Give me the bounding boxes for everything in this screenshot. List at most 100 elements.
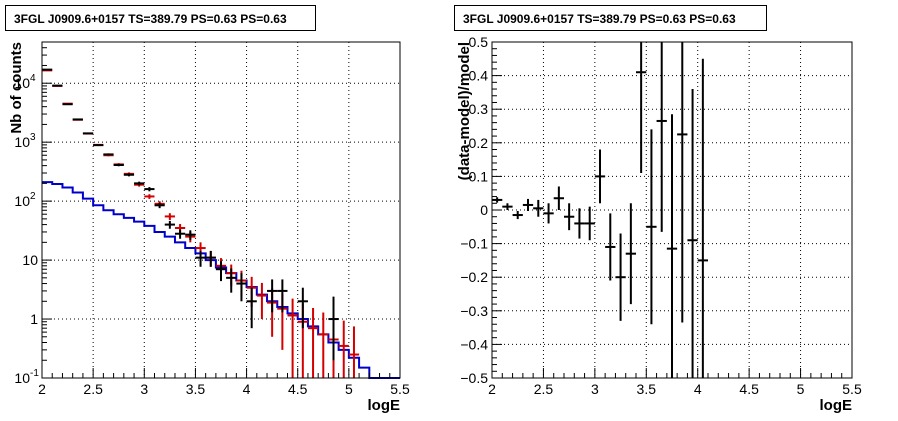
model-point <box>256 282 268 320</box>
y-tick-label: 10 <box>22 252 38 268</box>
data-point <box>277 279 288 313</box>
residual-point <box>636 42 647 174</box>
x-tick-label: 3 <box>140 381 148 397</box>
model-point <box>144 194 155 199</box>
right-chart-title: 3FGL J0909.6+0157 TS=389.79 PS=0.63 PS=0… <box>454 5 767 31</box>
data-point <box>215 261 227 282</box>
y-tick-label: 1 <box>30 311 38 327</box>
x-tick-label: 5 <box>797 381 805 397</box>
data-point <box>185 230 196 240</box>
data-point <box>62 103 73 106</box>
y-tick-label: 0.2 <box>469 135 489 151</box>
data-point <box>226 268 237 293</box>
data-point <box>297 287 308 329</box>
data-point <box>328 296 339 361</box>
x-tick-label: 3.5 <box>186 381 206 397</box>
model-point <box>307 307 319 378</box>
residual-point <box>574 208 585 239</box>
y-tick-label: 10 <box>14 75 30 91</box>
data-point <box>267 279 278 313</box>
x-tick-label: 2.5 <box>534 381 554 397</box>
y-axis-label: (data-model)/model <box>456 42 473 180</box>
y-tick-label: −0.2 <box>460 269 488 285</box>
plot-area <box>42 42 400 378</box>
residual-point <box>615 233 626 321</box>
residual-point <box>697 58 708 378</box>
data-point <box>134 181 145 186</box>
residual-point <box>687 89 698 378</box>
model-point <box>318 312 329 378</box>
data-point <box>164 221 175 229</box>
residual-point <box>492 197 503 203</box>
x-tick-label: 2 <box>488 381 496 397</box>
x-tick-label: 5.5 <box>842 381 862 397</box>
residual-point <box>502 203 513 210</box>
x-axis-label: logE <box>820 397 853 414</box>
model-point <box>348 326 360 378</box>
data-point <box>113 163 124 167</box>
background-model-step-line <box>42 181 400 379</box>
residual-point <box>656 42 667 232</box>
data-point <box>93 144 104 147</box>
residual-point <box>553 186 564 210</box>
x-tick-label: 4 <box>694 381 702 397</box>
data-point <box>195 250 206 267</box>
x-tick-label: 4.5 <box>288 381 308 397</box>
residual-point <box>543 203 554 224</box>
y-tick-label: −0.4 <box>460 336 488 352</box>
residual-point <box>666 114 678 378</box>
residual-point <box>677 42 688 323</box>
y-tick-exponent: -1 <box>30 368 39 379</box>
residual-point <box>584 206 595 241</box>
y-tick-label: 10 <box>14 193 30 209</box>
model-point <box>164 213 175 221</box>
x-tick-label: 3 <box>591 381 599 397</box>
data-point <box>52 84 63 87</box>
data-point <box>154 202 165 209</box>
y-tick-label: 0.4 <box>469 68 489 84</box>
data-point <box>236 273 247 302</box>
x-tick-label: 2.5 <box>83 381 103 397</box>
model-point <box>338 320 349 378</box>
residual-point <box>533 199 544 217</box>
x-tick-label: 5.5 <box>390 381 410 397</box>
y-tick-exponent: 3 <box>30 132 36 143</box>
data-point <box>103 153 114 156</box>
x-tick-label: 4.5 <box>739 381 759 397</box>
data-point <box>72 118 83 121</box>
model-point <box>287 298 298 378</box>
x-tick-label: 4 <box>243 381 251 397</box>
y-tick-label: 0.5 <box>469 34 489 50</box>
y-tick-label: −0.1 <box>460 236 488 252</box>
residual-point <box>625 203 636 305</box>
y-tick-label: 0.1 <box>469 168 489 184</box>
data-point <box>174 229 186 239</box>
y-tick-label: 0.3 <box>469 101 489 117</box>
data-point <box>123 173 135 177</box>
residual-point <box>605 213 616 281</box>
x-tick-label: 5 <box>345 381 353 397</box>
y-tick-exponent: 4 <box>30 73 36 84</box>
y-tick-exponent: 2 <box>30 191 36 202</box>
y-axis-label: Nb of counts <box>8 42 25 134</box>
x-tick-label: 3.5 <box>637 381 657 397</box>
y-tick-label: 10 <box>14 370 30 386</box>
y-tick-label: −0.3 <box>460 303 488 319</box>
left-chart-title: 3FGL J0909.6+0157 TS=389.79 PS=0.63 PS=0… <box>5 5 316 31</box>
x-axis-label: logE <box>368 397 401 414</box>
y-tick-label: 0 <box>480 202 488 218</box>
data-point <box>144 187 155 192</box>
residual-point <box>522 198 534 212</box>
data-point <box>205 250 216 267</box>
y-tick-label: −0.5 <box>460 370 488 386</box>
data-point <box>82 132 94 135</box>
residual-point <box>594 149 606 204</box>
x-tick-label: 2 <box>38 381 46 397</box>
data-point <box>246 287 257 329</box>
right-chart-residuals: 2 2.5 3 3.5 4 4.5 5 5.5 −0.5 −0.4 −0.3 −0.2 −0.1 0 0.1… <box>456 34 862 414</box>
residual-point <box>564 203 575 231</box>
residual-point <box>512 211 523 220</box>
y-tick-label: 10 <box>14 134 30 150</box>
